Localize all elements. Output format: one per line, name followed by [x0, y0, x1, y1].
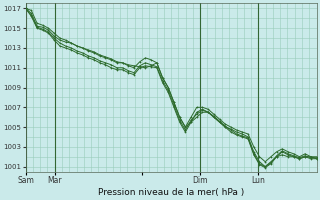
- X-axis label: Pression niveau de la mer( hPa ): Pression niveau de la mer( hPa ): [98, 188, 244, 197]
